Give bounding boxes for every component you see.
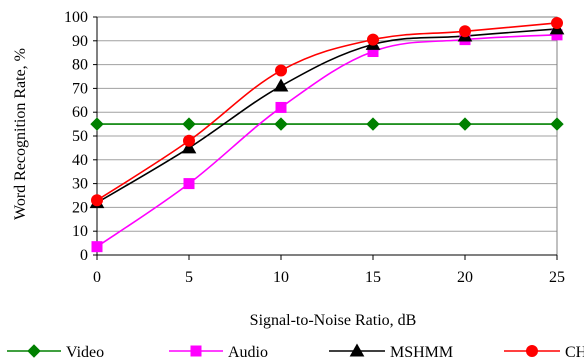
legend-marker [27,344,41,358]
x-tick-label: 0 [93,269,101,286]
x-tick-label: 25 [549,269,565,286]
chmm-data-point [183,134,195,147]
mshmm-data-point [273,78,289,92]
chmm-data-point [91,194,103,207]
audio-data-point [91,241,103,253]
x-tick-label: 15 [365,269,381,286]
y-tick-label: 20 [72,199,88,216]
legend-label: CHMM [565,344,584,361]
axes [93,16,558,260]
chmm-data-point [275,64,287,77]
series-lines [96,22,558,248]
legend-item-video: Video [7,344,104,361]
x-tick-label: 10 [273,269,289,286]
audio-series-line [96,34,558,248]
legend-marker [190,345,202,357]
video-data-point [182,117,196,131]
chmm-data-point [459,25,471,38]
mshmm-series-line [96,28,558,204]
y-tick-label: 60 [72,104,88,121]
y-tick-label: 30 [72,176,88,193]
y-tick-label: 50 [72,128,88,145]
y-tick-label: 0 [80,247,88,264]
chmm-data-point [367,33,379,46]
video-data-point [550,117,564,131]
legend-label: MSHMM [390,344,453,361]
legend-label: Audio [228,344,268,361]
series-markers [89,16,565,253]
legend-item-audio: Audio [169,344,268,361]
x-axis-title: Signal-to-Noise Ratio, dB [250,312,417,329]
mshmm-data-point [181,140,197,154]
y-tick-label: 70 [72,80,88,97]
x-tick-label: 5 [185,269,193,286]
legend-item-mshmm: MSHMM [329,343,453,361]
y-tick-label: 10 [72,223,88,240]
y-axis-title: Word Recognition Rate, % [12,48,29,220]
y-tick-label: 100 [64,9,88,26]
chmm-data-point [551,16,563,29]
video-data-point [90,117,104,131]
y-tick-label: 80 [72,57,88,74]
y-tick-label: 40 [72,152,88,169]
video-data-point [366,117,380,131]
legend-marker [526,345,538,357]
legend: Video Audio MSHMM CHMM [7,343,584,361]
video-data-point [458,117,472,131]
legend-label: Video [66,344,104,361]
y-tick-label: 90 [72,33,88,50]
tick-labels: 0 10 20 30 40 50 60 70 80 90 100 0 5 10 15 20 25 [64,9,565,286]
x-tick-label: 20 [457,269,473,286]
audio-data-point [183,178,195,190]
legend-item-chmm: CHMM [504,344,584,361]
video-data-point [274,117,288,131]
chmm-series-line [96,22,558,201]
audio-data-point [275,101,287,113]
legend-marker [349,343,365,357]
